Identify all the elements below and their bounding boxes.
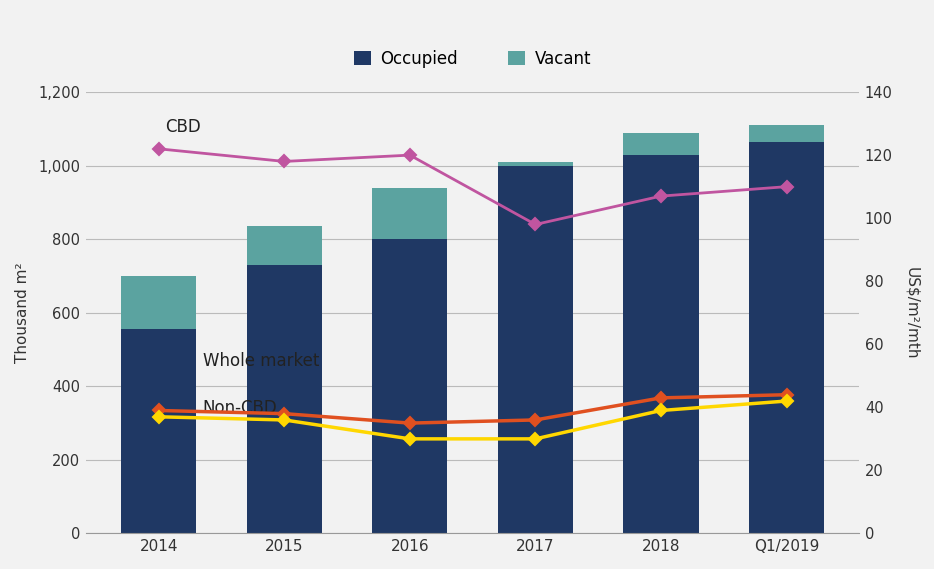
- Text: Non-CBD: Non-CBD: [203, 399, 277, 417]
- Bar: [498, 162, 573, 166]
- Bar: [121, 276, 196, 329]
- Bar: [372, 188, 447, 239]
- Y-axis label: Thousand m²: Thousand m²: [15, 262, 30, 363]
- Legend: Occupied, Vacant: Occupied, Vacant: [347, 43, 598, 75]
- Bar: [121, 329, 196, 534]
- Y-axis label: US$/m²/mth: US$/m²/mth: [904, 266, 919, 359]
- Bar: [247, 265, 322, 534]
- Text: CBD: CBD: [165, 118, 201, 136]
- Bar: [749, 125, 824, 142]
- Text: Whole market: Whole market: [203, 352, 319, 370]
- Bar: [498, 166, 573, 534]
- Bar: [247, 226, 322, 265]
- Bar: [372, 239, 447, 534]
- Bar: [749, 142, 824, 534]
- Bar: [623, 133, 699, 155]
- Bar: [623, 155, 699, 534]
